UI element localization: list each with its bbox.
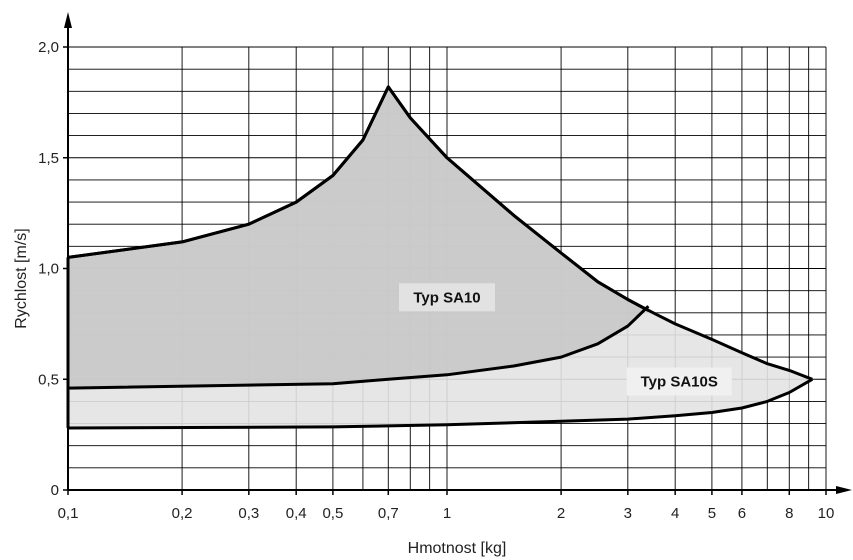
annotation-typ-sa10: Typ SA10 — [413, 289, 480, 306]
x-tick-label: 1 — [443, 505, 451, 522]
x-tick-label: 2 — [557, 505, 565, 522]
annotation-box — [626, 367, 732, 396]
y-axis-title: Rychlost [m/s] — [13, 228, 30, 328]
x-tick-label: 0,5 — [322, 505, 343, 522]
axes — [63, 12, 852, 495]
x-axis-arrow — [836, 486, 852, 494]
x-tick-label: 0,7 — [378, 505, 399, 522]
annotation-typ-sa10s: Typ SA10S — [641, 373, 718, 390]
boundary-lower-typ-sa10s — [67, 377, 814, 430]
y-tick-label: 0 — [51, 482, 59, 499]
y-tick-label: 1,0 — [38, 261, 59, 278]
x-tick-label: 4 — [671, 505, 679, 522]
boundary-upper-typ-sa10s — [67, 85, 813, 381]
areas — [66, 85, 814, 430]
x-tick-label: 8 — [785, 505, 793, 522]
boundary-lower-typ-sa10 — [67, 305, 650, 390]
x-tick-label: 10 — [818, 505, 835, 522]
labels: 0,1 0,2 0,3 0,4 0,5 0,7 1 2 3 4 5 6 8 10 0 0,5 1,0 1,5 2,0… — [13, 39, 834, 557]
area-typ-sa10 — [68, 86, 649, 389]
y-tick-label: 0,5 — [38, 371, 59, 388]
x-axis-title: Hmotnost [kg] — [408, 540, 507, 557]
x-tick-label: 5 — [708, 505, 716, 522]
x-tick-label: 0,4 — [286, 505, 307, 522]
x-tick-label: 6 — [738, 505, 746, 522]
x-tick-label: 3 — [624, 505, 632, 522]
y-tick-label: 2,0 — [38, 39, 59, 56]
y-tick-label: 1,5 — [38, 150, 59, 167]
annotation-box — [399, 283, 495, 312]
x-tick-label: 0,2 — [172, 505, 193, 522]
x-tick-label: 0,1 — [58, 505, 79, 522]
x-tick-label: 0,3 — [238, 505, 259, 522]
y-axis-arrow — [64, 12, 72, 28]
